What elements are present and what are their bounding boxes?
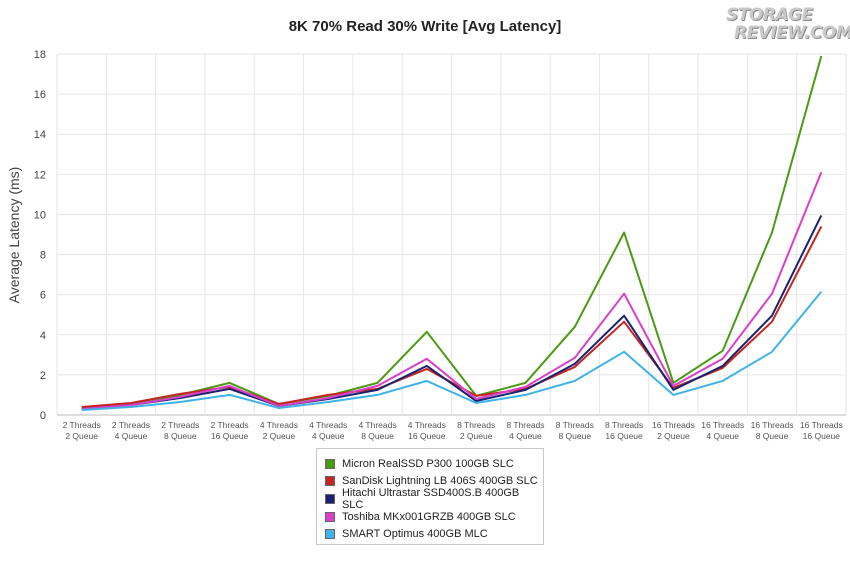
- y-tick-label: 16: [34, 89, 46, 101]
- legend-item: Hitachi Ultrastar SSD400S.B 400GB SLC: [325, 486, 543, 511]
- y-tick-label: 6: [40, 290, 46, 302]
- x-tick-threads: 8 Threads: [506, 420, 544, 430]
- y-tick-label: 12: [34, 169, 46, 181]
- y-tick-label: 8: [40, 250, 46, 262]
- y-axis-label: Average Latency (ms): [6, 167, 22, 304]
- x-tick-threads: 16 Threads: [751, 420, 794, 430]
- x-tick-queue: 2 Queue: [65, 431, 98, 441]
- x-tick-label: 8 Threads 2 Queue: [457, 420, 495, 441]
- x-tick-queue: 4 Queue: [312, 431, 345, 441]
- x-tick-queue: 4 Queue: [706, 431, 739, 441]
- x-tick-label: 2 Threads 2 Queue: [63, 420, 101, 441]
- x-tick-threads: 8 Threads: [605, 420, 643, 430]
- x-tick-threads: 16 Threads: [701, 420, 744, 430]
- x-tick-queue: 4 Queue: [115, 431, 148, 441]
- y-tick-label: 14: [34, 129, 46, 141]
- y-tick-label: 10: [34, 209, 46, 221]
- series-line-1: [81, 55, 823, 409]
- legend-item: SanDisk Lightning LB 406S 400GB SLC: [325, 473, 543, 491]
- x-tick-queue: 16 Queue: [408, 431, 446, 441]
- legend-swatch: [325, 476, 335, 487]
- legend-item: Toshiba MKx001GRZB 400GB SLC: [325, 508, 543, 526]
- x-tick-queue: 16 Queue: [211, 431, 249, 441]
- x-tick-queue: 8 Queue: [558, 431, 591, 441]
- logo-line-1: STORAGE: [726, 5, 813, 25]
- x-tick-threads: 4 Threads: [408, 420, 446, 430]
- x-tick-threads: 16 Threads: [800, 420, 843, 430]
- series-line-5: [81, 291, 823, 411]
- legend-swatch: [325, 511, 335, 522]
- x-tick-queue: 16 Queue: [803, 431, 841, 441]
- x-tick-label: 2 Threads 8 Queue: [161, 420, 199, 441]
- logo-line-2: REVIEW.COM: [734, 23, 850, 43]
- legend-label: SMART Optimus 400GB MLC: [342, 528, 488, 541]
- y-axis-ticks: 0 2 4 6 8 10 12 14 16 18: [34, 49, 46, 422]
- legend-label: Toshiba MKx001GRZB 400GB SLC: [342, 510, 516, 523]
- x-tick-threads: 2 Threads: [211, 420, 249, 430]
- x-tick-threads: 16 Threads: [652, 420, 695, 430]
- series-lines: [81, 55, 823, 411]
- legend-item: SMART Optimus 400GB MLC: [325, 525, 543, 543]
- x-tick-threads: 4 Threads: [309, 420, 347, 430]
- x-tick-label: 4 Threads 2 Queue: [260, 420, 298, 441]
- x-tick-label: 4 Threads 16 Queue: [408, 420, 446, 441]
- legend-label: Hitachi Ultrastar SSD400S.B 400GB SLC: [341, 486, 520, 511]
- x-tick-queue: 8 Queue: [361, 431, 394, 441]
- x-tick-label: 2 Threads 16 Queue: [211, 420, 249, 441]
- y-tick-label: 18: [34, 49, 46, 61]
- legend-label: SanDisk Lightning LB 406S 400GB SLC: [342, 475, 538, 488]
- x-tick-label: 16 Threads 2 Queue: [652, 420, 695, 441]
- x-tick-queue: 8 Queue: [756, 431, 789, 441]
- x-tick-queue: 8 Queue: [164, 431, 197, 441]
- y-tick-label: 0: [40, 410, 46, 422]
- legend-swatch: [325, 458, 335, 469]
- x-tick-label: 16 Threads 8 Queue: [751, 420, 794, 441]
- x-tick-queue: 2 Queue: [657, 431, 690, 441]
- x-tick-label: 8 Threads 8 Queue: [556, 420, 594, 441]
- series-line-4: [81, 171, 823, 410]
- x-tick-threads: 4 Threads: [358, 420, 396, 430]
- storagereview-logo: STORAGE REVIEW.COM: [726, 5, 850, 50]
- x-tick-label: 16 Threads 4 Queue: [701, 420, 744, 441]
- x-tick-label: 2 Threads 4 Queue: [112, 420, 150, 441]
- chart-title: 8K 70% Read 30% Write [Avg Latency]: [288, 18, 562, 35]
- x-tick-label: 16 Threads 16 Queue: [800, 420, 843, 441]
- series-line-3: [81, 214, 823, 410]
- legend-item: Micron RealSSD P300 100GB SLC: [325, 455, 543, 473]
- legend: Micron RealSSD P300 100GB SLC SanDisk Lig…: [316, 448, 544, 545]
- x-tick-queue: 4 Queue: [509, 431, 542, 441]
- x-tick-queue: 16 Queue: [605, 431, 643, 441]
- legend-label: Micron RealSSD P300 100GB SLC: [342, 457, 514, 470]
- x-tick-queue: 2 Queue: [460, 431, 493, 441]
- legend-swatch: [325, 529, 335, 540]
- y-tick-label: 4: [40, 330, 46, 342]
- x-tick-label: 8 Threads 4 Queue: [506, 420, 544, 441]
- x-tick-threads: 2 Threads: [63, 420, 101, 430]
- x-tick-threads: 2 Threads: [161, 420, 199, 430]
- x-tick-threads: 2 Threads: [112, 420, 150, 430]
- x-tick-label: 4 Threads 4 Queue: [309, 420, 347, 441]
- x-tick-label: 4 Threads 8 Queue: [358, 420, 396, 441]
- x-tick-threads: 8 Threads: [556, 420, 594, 430]
- x-tick-label: 8 Threads 16 Queue: [605, 420, 643, 441]
- x-tick-threads: 4 Threads: [260, 420, 298, 430]
- x-tick-threads: 8 Threads: [457, 420, 495, 430]
- legend-swatch: [325, 493, 335, 504]
- y-tick-label: 2: [40, 370, 46, 382]
- gridlines: [56, 53, 847, 416]
- x-tick-queue: 2 Queue: [263, 431, 296, 441]
